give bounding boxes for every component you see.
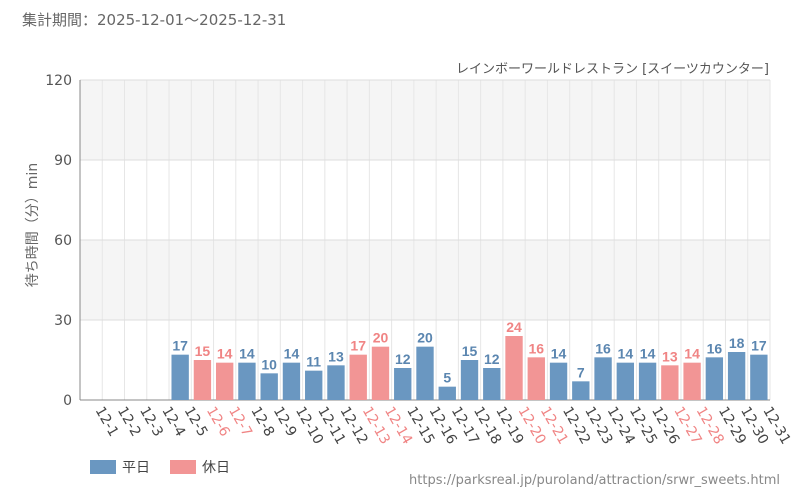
data-label-12-6: 15 bbox=[195, 343, 211, 359]
data-label-12-31: 17 bbox=[751, 338, 767, 354]
bar-12-10 bbox=[282, 362, 301, 400]
bar-12-9 bbox=[260, 373, 278, 400]
data-label-12-21: 16 bbox=[529, 340, 545, 356]
legend-item-weekday[interactable]: 平日 bbox=[90, 457, 150, 477]
bar-12-20 bbox=[505, 336, 523, 400]
data-label-12-5: 17 bbox=[172, 338, 188, 354]
legend-label-weekday: 平日 bbox=[122, 460, 150, 476]
plot-band bbox=[80, 80, 770, 160]
bar-12-21 bbox=[527, 357, 545, 400]
bar-12-14 bbox=[371, 346, 390, 400]
bar-12-26 bbox=[638, 362, 657, 400]
plot-band bbox=[80, 160, 770, 240]
data-label-12-27: 13 bbox=[662, 348, 678, 364]
legend-swatch-holiday bbox=[170, 460, 196, 474]
bar-12-28 bbox=[683, 362, 701, 400]
bar-12-30 bbox=[727, 352, 746, 400]
y-tick-label: 30 bbox=[54, 313, 72, 329]
bar-12-29 bbox=[705, 357, 724, 400]
legend-label-holiday: 休日 bbox=[202, 460, 230, 476]
bar-12-5 bbox=[171, 354, 189, 400]
data-label-12-30: 18 bbox=[729, 335, 745, 351]
data-label-12-8: 14 bbox=[239, 346, 255, 362]
data-label-12-22: 14 bbox=[551, 346, 567, 362]
bar-12-12 bbox=[327, 365, 345, 400]
bar-12-15 bbox=[394, 368, 412, 400]
legend-item-holiday[interactable]: 休日 bbox=[170, 457, 230, 477]
bar-12-23 bbox=[572, 381, 590, 400]
data-label-12-12: 13 bbox=[328, 348, 344, 364]
data-label-12-23: 7 bbox=[577, 364, 585, 380]
y-tick-label: 0 bbox=[63, 393, 72, 409]
data-label-12-16: 20 bbox=[417, 330, 433, 346]
facility-name: レインボーワールドレストラン [スイーツカウンター] bbox=[455, 62, 769, 77]
bar-12-24 bbox=[594, 357, 612, 400]
y-tick-label: 90 bbox=[54, 153, 72, 169]
data-label-12-28: 14 bbox=[684, 346, 700, 362]
bar-12-17 bbox=[438, 386, 456, 400]
data-label-12-9: 10 bbox=[261, 356, 277, 372]
bar-12-7 bbox=[215, 362, 234, 400]
data-label-12-17: 5 bbox=[443, 370, 451, 386]
bar-12-11 bbox=[305, 370, 323, 400]
legend-swatch-weekday bbox=[90, 460, 116, 474]
bar-12-13 bbox=[349, 354, 367, 400]
bar-12-6 bbox=[193, 360, 212, 400]
bar-12-18 bbox=[460, 360, 479, 400]
bar-12-16 bbox=[416, 346, 434, 400]
bar-12-19 bbox=[483, 368, 501, 400]
bar-12-25 bbox=[616, 362, 635, 400]
data-label-12-26: 14 bbox=[640, 346, 656, 362]
source-url[interactable]: https://parksreal.jp/puroland/attraction… bbox=[409, 473, 780, 488]
bar-12-22 bbox=[549, 362, 568, 400]
data-label-12-24: 16 bbox=[595, 340, 611, 356]
data-label-12-7: 14 bbox=[217, 346, 233, 362]
y-tick-label: 120 bbox=[45, 73, 72, 89]
legend: 平日 休日 bbox=[90, 457, 230, 477]
bar-12-31 bbox=[750, 354, 768, 400]
data-label-12-13: 17 bbox=[350, 338, 366, 354]
period-label: 集計期間：2025-12-01～2025-12-31 bbox=[22, 11, 287, 29]
plot-band bbox=[80, 240, 770, 320]
data-label-12-25: 14 bbox=[618, 346, 634, 362]
data-label-12-10: 14 bbox=[284, 346, 300, 362]
data-label-12-11: 11 bbox=[306, 354, 321, 370]
data-label-12-14: 20 bbox=[373, 330, 389, 346]
data-label-12-29: 16 bbox=[707, 340, 723, 356]
data-label-12-19: 12 bbox=[484, 351, 500, 367]
bar-12-8 bbox=[238, 362, 256, 400]
data-label-12-20: 24 bbox=[506, 319, 522, 335]
data-label-12-18: 15 bbox=[462, 343, 478, 359]
y-tick-label: 60 bbox=[54, 233, 72, 249]
data-label-12-15: 12 bbox=[395, 351, 411, 367]
bar-12-27 bbox=[661, 365, 679, 400]
